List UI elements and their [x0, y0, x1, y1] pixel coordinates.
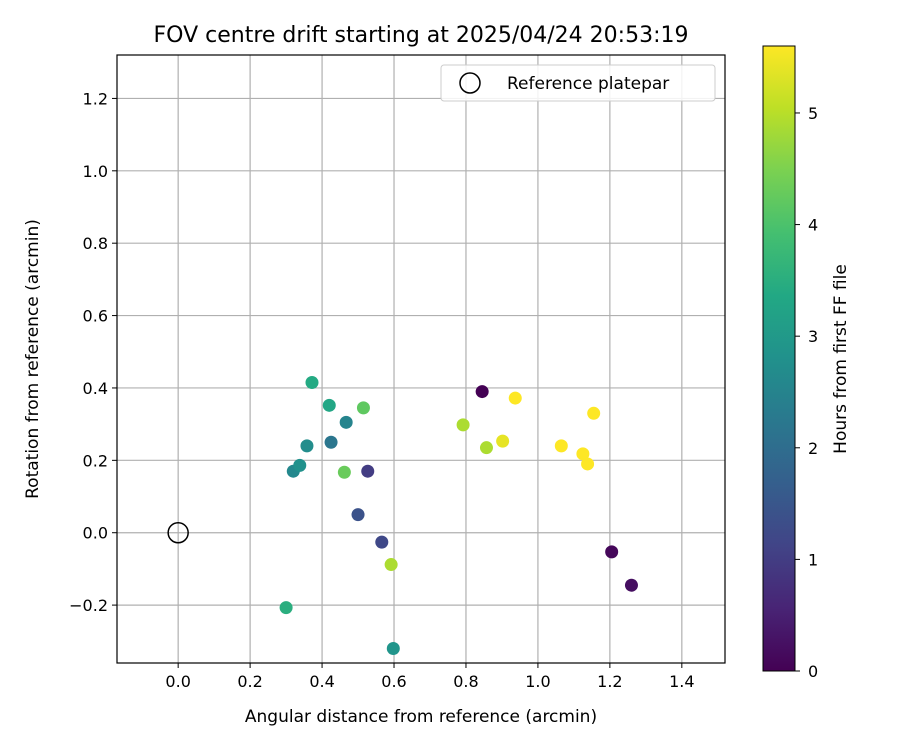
- data-point: [375, 535, 389, 549]
- x-tick-label: 0.4: [309, 672, 334, 691]
- data-point: [293, 458, 307, 472]
- data-point: [605, 545, 619, 559]
- y-axis-ticks: −0.2 0.0 0.2 0.4 0.6 0.8 1.0 1.2: [69, 89, 117, 615]
- data-point: [322, 398, 336, 412]
- x-tick-label: 0.2: [237, 672, 262, 691]
- y-tick-label: 0.2: [83, 451, 108, 470]
- data-point: [475, 385, 489, 399]
- legend: Reference platepar: [440, 64, 716, 102]
- colorbar-label: Hours from first FF file: [831, 264, 851, 454]
- data-point: [587, 406, 601, 420]
- y-axis-label: Rotation from reference (arcmin): [23, 219, 43, 499]
- colorbar-tick-label: 3: [808, 327, 818, 346]
- data-point: [386, 642, 400, 656]
- legend-box: [440, 64, 716, 102]
- data-point: [351, 508, 365, 522]
- data-point: [305, 376, 319, 390]
- data-point: [339, 415, 353, 429]
- data-point: [479, 441, 493, 455]
- x-tick-label: 0.8: [453, 672, 478, 691]
- y-tick-label: 0.4: [83, 379, 108, 398]
- y-tick-label: −0.2: [69, 596, 108, 615]
- reference-platepar-marker: [167, 521, 189, 544]
- colorbar-tick-label: 5: [808, 104, 818, 123]
- y-tick-label: 1.2: [83, 89, 108, 108]
- data-point: [356, 401, 370, 415]
- x-tick-label: 1.0: [525, 672, 550, 691]
- data-point: [361, 464, 375, 478]
- y-tick-label: 0.0: [83, 524, 108, 543]
- x-tick-label: 1.2: [597, 672, 622, 691]
- data-point: [508, 391, 522, 405]
- colorbar-tick-label: 4: [808, 216, 818, 235]
- legend-reference-marker: [459, 72, 481, 94]
- data-point: [324, 435, 338, 449]
- data-point: [624, 578, 638, 592]
- data-point: [337, 465, 351, 479]
- y-tick-label: 0.8: [83, 234, 108, 253]
- data-point: [576, 447, 590, 461]
- data-point: [496, 434, 510, 448]
- chart-title: FOV centre drift starting at 2025/04/24 …: [154, 23, 689, 48]
- plot-frame: [116, 54, 726, 664]
- colorbar-tick-label: 0: [808, 662, 818, 681]
- data-point: [384, 558, 398, 572]
- x-tick-label: 0.6: [381, 672, 406, 691]
- data-point: [279, 601, 293, 615]
- colorbar-ticks: 0 1 2 3 4 5: [795, 104, 818, 681]
- data-point: [581, 457, 595, 471]
- grid: [117, 55, 725, 663]
- data-point: [456, 418, 470, 432]
- data-point: [554, 439, 568, 453]
- y-tick-label: 1.0: [83, 162, 108, 181]
- x-tick-label: 0.0: [165, 672, 190, 691]
- data-point: [300, 439, 314, 453]
- colorbar-tick-label: 1: [808, 550, 818, 569]
- y-tick-label: 0.6: [83, 307, 108, 326]
- colorbar-gradient: [762, 45, 796, 672]
- x-axis-label: Angular distance from reference (arcmin): [245, 707, 597, 727]
- x-tick-label: 1.4: [669, 672, 694, 691]
- colorbar: 0 1 2 3 4 5 Hours from first FF file: [762, 45, 851, 681]
- legend-label: Reference platepar: [507, 74, 669, 94]
- colorbar-tick-label: 2: [808, 439, 818, 458]
- x-axis-ticks: 0.0 0.2 0.4 0.6 0.8 1.0 1.2 1.4: [165, 663, 695, 691]
- data-points: [167, 376, 638, 656]
